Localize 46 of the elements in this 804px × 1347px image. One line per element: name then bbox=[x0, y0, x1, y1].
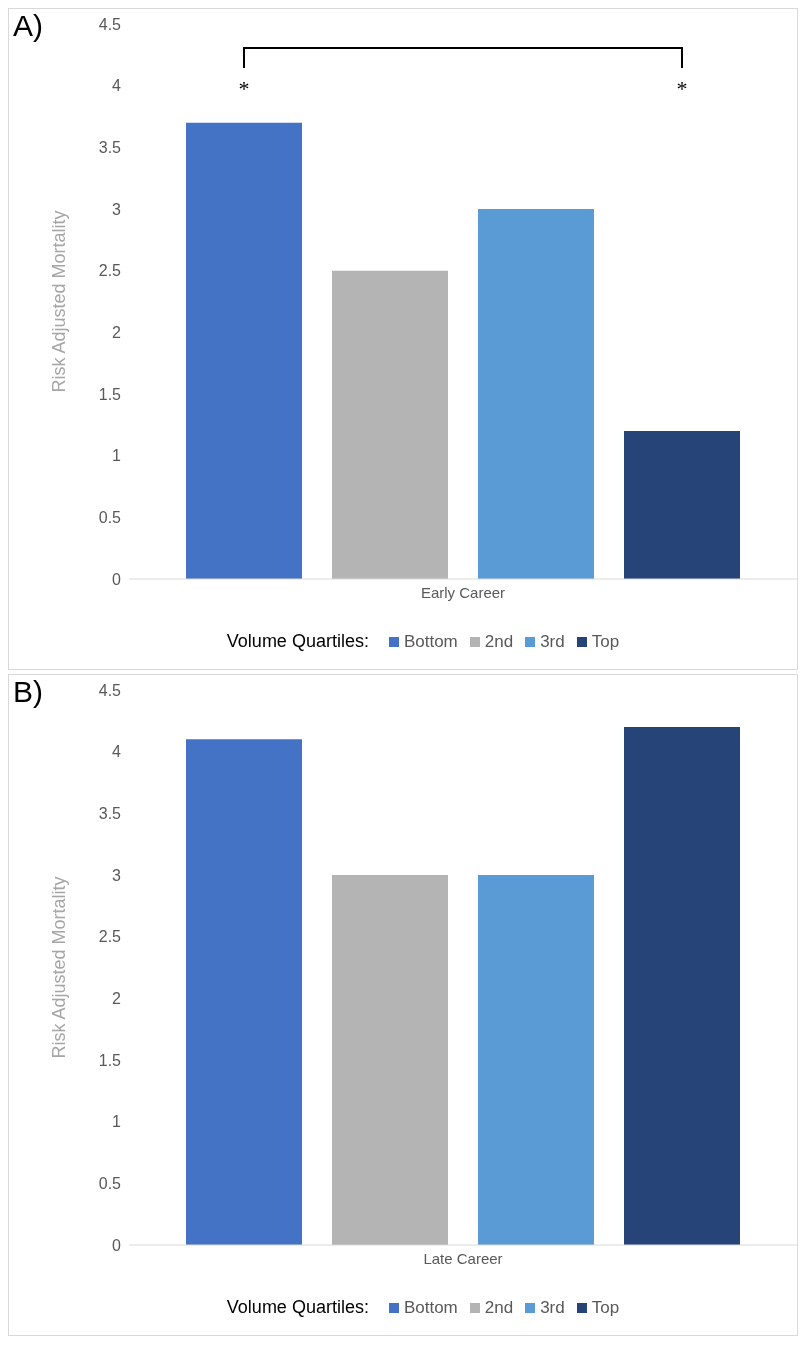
legend-label: Bottom bbox=[402, 1297, 458, 1318]
y-tick-label: 3 bbox=[112, 866, 122, 884]
y-tick-label: 1.5 bbox=[98, 1051, 122, 1069]
legend-title: Volume Quartiles: bbox=[226, 631, 369, 652]
annotation: * bbox=[237, 76, 251, 102]
legend-label: Bottom bbox=[402, 631, 458, 652]
legend-label: 3rd bbox=[539, 631, 565, 652]
legend-label: 2nd bbox=[483, 1297, 514, 1318]
y-tick-label: 2 bbox=[112, 324, 122, 342]
bar bbox=[332, 270, 448, 579]
bar bbox=[478, 875, 594, 1245]
y-tick-label: 0 bbox=[112, 570, 122, 588]
legend-label: Top bbox=[590, 1297, 620, 1318]
y-tick-label: 2 bbox=[112, 990, 122, 1008]
bar bbox=[478, 209, 594, 579]
y-tick-label: 1 bbox=[112, 1113, 122, 1131]
y-tick-label: 0.5 bbox=[98, 1175, 122, 1193]
bar bbox=[624, 431, 740, 579]
x-tick-label: Early Career bbox=[420, 583, 506, 601]
bar bbox=[186, 739, 302, 1245]
y-tick-label: 3 bbox=[112, 200, 122, 218]
chart-title: A) bbox=[13, 9, 43, 43]
y-tick-label: 2.5 bbox=[98, 262, 122, 280]
y-tick-label: 1 bbox=[112, 447, 122, 465]
bar bbox=[624, 727, 740, 1245]
bar bbox=[332, 875, 448, 1245]
y-axis-title: Risk Adjusted Mortality bbox=[49, 876, 70, 1059]
legend-label: Top bbox=[590, 631, 620, 652]
y-tick-label: 4 bbox=[112, 743, 122, 761]
x-tick-label: Late Career bbox=[423, 1249, 503, 1267]
y-tick-label: 3.5 bbox=[98, 805, 122, 823]
chart-title: B) bbox=[13, 675, 43, 709]
legend-title: Volume Quartiles: bbox=[226, 1297, 369, 1318]
y-tick-label: 2.5 bbox=[98, 928, 122, 946]
annotation: * bbox=[675, 76, 689, 102]
y-tick-label: 4.5 bbox=[98, 681, 122, 699]
y-tick-label: 0 bbox=[112, 1236, 122, 1254]
y-tick-label: 0.5 bbox=[98, 509, 122, 527]
y-tick-label: 4 bbox=[112, 77, 122, 95]
y-tick-label: 4.5 bbox=[98, 15, 122, 33]
legend-label: 2nd bbox=[483, 631, 514, 652]
y-tick-label: 1.5 bbox=[98, 385, 122, 403]
legend-label: 3rd bbox=[539, 1297, 565, 1318]
y-axis-title: Risk Adjusted Mortality bbox=[49, 210, 70, 393]
y-tick-label: 3.5 bbox=[98, 139, 122, 157]
bar bbox=[186, 122, 302, 579]
